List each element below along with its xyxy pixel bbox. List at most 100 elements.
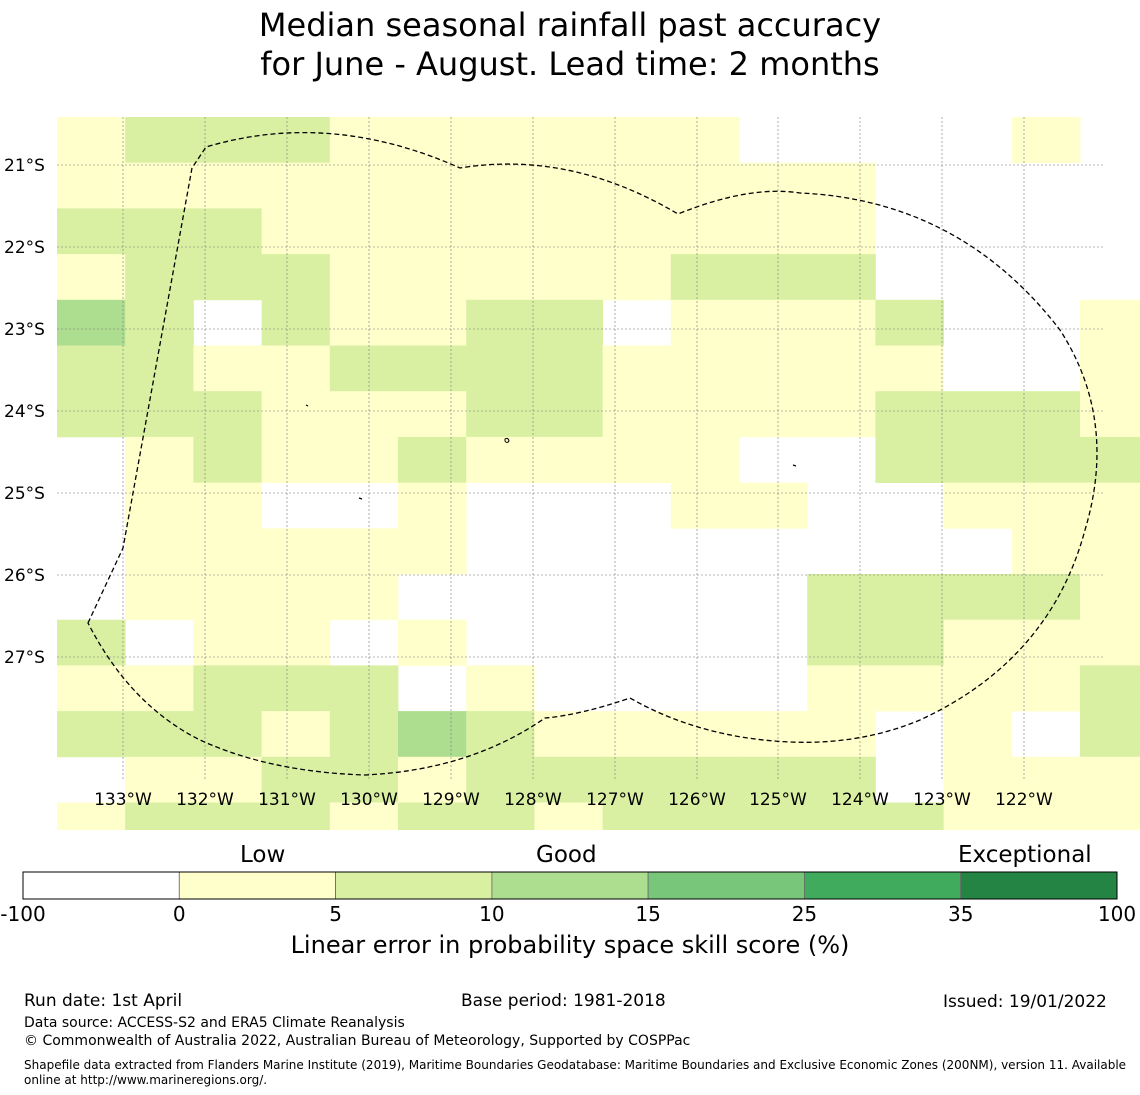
grid-cell — [193, 574, 262, 621]
grid-cell — [57, 162, 126, 209]
grid-cell — [739, 482, 808, 529]
grid-cell — [1011, 665, 1081, 712]
grid-cell — [1080, 619, 1140, 666]
grid-cell — [57, 711, 126, 758]
eez-outline — [87, 131, 1098, 776]
grid-cell — [466, 711, 535, 758]
grid-cell — [807, 254, 876, 301]
grid-cell — [739, 391, 808, 438]
shapefile-credit: Shapefile data extracted from Flanders M… — [24, 1058, 1127, 1087]
grid-cell — [193, 665, 262, 712]
grid-cell — [261, 802, 331, 830]
grid-cell — [261, 619, 331, 666]
grid-cell — [875, 574, 944, 621]
colorbar-header-exceptional: Exceptional — [958, 842, 1092, 868]
grid-cell — [1080, 665, 1140, 712]
grid-cell — [602, 436, 672, 483]
grid-cell — [398, 391, 467, 438]
grid-cell — [1080, 482, 1140, 529]
grid-cell — [807, 391, 876, 438]
grid-cell — [534, 117, 603, 164]
grid-cell — [807, 665, 876, 712]
grid-cell — [261, 756, 331, 803]
grid-cell — [125, 482, 194, 529]
grid-cell — [329, 802, 399, 830]
grid-cell — [125, 117, 194, 164]
grid-cell — [125, 711, 194, 758]
grid-cell — [739, 345, 808, 392]
grid-cell — [739, 299, 808, 346]
colorbar-segment — [335, 871, 493, 900]
grid-cell — [261, 711, 331, 758]
colorbar-header-low: Low — [240, 842, 286, 868]
grid-cell — [261, 299, 331, 346]
grid-cell — [193, 208, 262, 255]
grid-cell — [193, 482, 262, 529]
grid-cell — [466, 162, 535, 209]
grid-cell — [193, 436, 262, 483]
grid-cell — [739, 208, 808, 255]
grid-cell — [1011, 802, 1081, 830]
grid-cell — [670, 345, 740, 392]
issued-date: Issued: 19/01/2022 — [943, 992, 1107, 1012]
grid-cell — [466, 345, 535, 392]
grid-cell — [261, 345, 331, 392]
grid-cell — [466, 391, 535, 438]
grid-cell — [875, 345, 944, 392]
colorbar-segment — [960, 871, 1118, 900]
grid-cell — [602, 208, 672, 255]
grid-cell — [534, 345, 603, 392]
colorbar-tick-label: -100 — [0, 902, 46, 926]
grid-cell — [1080, 436, 1140, 483]
grid-cell — [602, 117, 672, 164]
grid-cell — [398, 436, 467, 483]
grid-cell — [329, 574, 399, 621]
grid-cell — [1080, 299, 1140, 346]
grid-cell — [57, 299, 126, 346]
grid-cell — [739, 711, 808, 758]
grid-cell — [125, 391, 194, 438]
grid-cell — [398, 117, 467, 164]
grid-cell — [125, 254, 194, 301]
grid-cell — [534, 162, 603, 209]
grid-cell — [875, 391, 944, 438]
grid-cell — [125, 162, 194, 209]
grid-cell — [125, 756, 194, 803]
grid-cell — [602, 345, 672, 392]
grid-cell — [261, 117, 331, 164]
grid-cell — [57, 254, 126, 301]
grid-cell — [670, 299, 740, 346]
colorbar-segment — [22, 871, 180, 900]
colorbar-header-good: Good — [536, 842, 597, 868]
grid-cell — [125, 665, 194, 712]
lon-label: 125°W — [749, 790, 807, 810]
grid-cell — [398, 254, 467, 301]
colorbar-frame — [22, 871, 1118, 900]
grid-cell — [534, 802, 603, 830]
grid-cell — [534, 299, 603, 346]
grid-cell — [602, 391, 672, 438]
grid-cell — [1080, 802, 1140, 830]
axis-labels: 21°S 22°S 23°S 24°S 25°S 26°S 27°S 133°W 132°W 13… — [4, 156, 1053, 810]
grid-cell — [398, 482, 467, 529]
grid-cell — [1080, 345, 1140, 392]
grid-cell — [261, 162, 331, 209]
grid-cell — [807, 756, 876, 803]
colorbar-tick-label: 25 — [791, 902, 818, 926]
grid-cell — [57, 665, 126, 712]
grid-cell — [602, 711, 672, 758]
grid-cell — [943, 574, 1013, 621]
colorbar-tick-label: 0 — [172, 902, 186, 926]
lat-label: 21°S — [4, 156, 45, 176]
skill-grid — [57, 117, 1140, 830]
grid-cell — [57, 391, 126, 438]
grid-cell — [466, 802, 535, 830]
grid-cell — [534, 208, 603, 255]
grid-cell — [807, 711, 876, 758]
grid-cell — [193, 756, 262, 803]
grid-cell — [398, 208, 467, 255]
copyright: © Commonwealth of Australia 2022, Austra… — [24, 1033, 691, 1049]
lat-label: 24°S — [4, 402, 45, 422]
grid-cell — [670, 756, 740, 803]
grid-cell — [466, 436, 535, 483]
